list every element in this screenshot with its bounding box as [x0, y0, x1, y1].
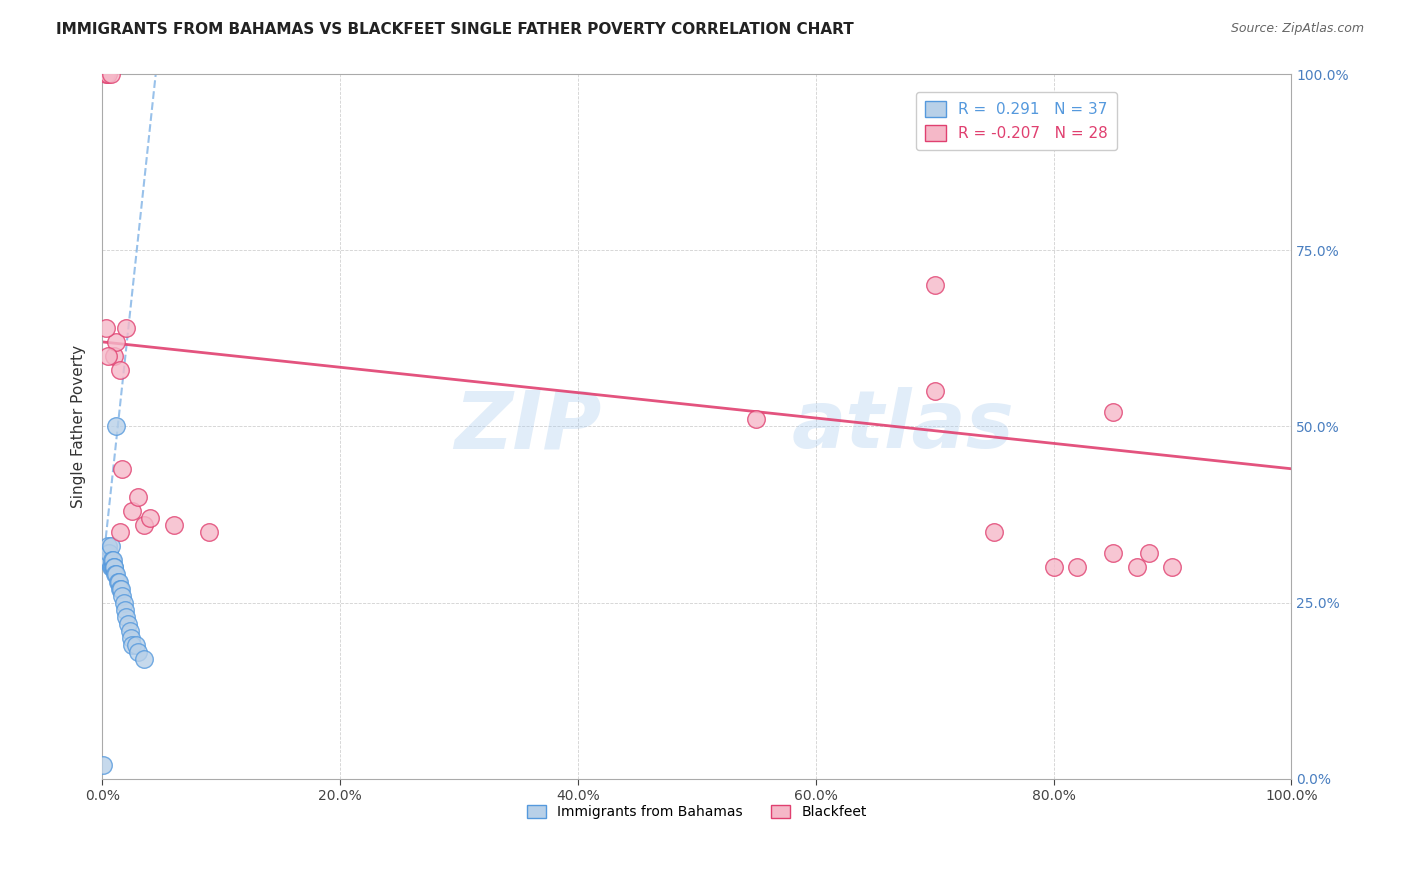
Text: IMMIGRANTS FROM BAHAMAS VS BLACKFEET SINGLE FATHER POVERTY CORRELATION CHART: IMMIGRANTS FROM BAHAMAS VS BLACKFEET SIN…	[56, 22, 853, 37]
Point	[108, 574, 131, 589]
Point	[97, 553, 120, 567]
Point	[103, 560, 125, 574]
Point	[93, 546, 115, 560]
Point	[1102, 405, 1125, 419]
Point	[983, 525, 1005, 540]
Point	[924, 384, 946, 399]
Point	[93, 757, 115, 772]
Point	[127, 490, 149, 504]
Point	[139, 511, 162, 525]
Point	[121, 504, 143, 518]
Point	[162, 518, 184, 533]
Point	[127, 645, 149, 659]
Point	[94, 546, 117, 560]
Point	[1125, 560, 1147, 574]
Point	[100, 560, 122, 574]
Point	[96, 553, 118, 567]
Point	[117, 616, 139, 631]
Point	[112, 596, 135, 610]
Point	[1042, 560, 1064, 574]
Point	[107, 574, 129, 589]
Point	[111, 589, 134, 603]
Point	[1102, 546, 1125, 560]
Point	[93, 553, 115, 567]
Point	[745, 412, 768, 426]
Point	[100, 560, 122, 574]
Point	[98, 553, 121, 567]
Point	[100, 539, 122, 553]
Point	[105, 334, 128, 349]
Point	[120, 631, 142, 645]
Point	[103, 349, 125, 363]
Point	[94, 320, 117, 334]
Legend: Immigrants from Bahamas, Blackfeet: Immigrants from Bahamas, Blackfeet	[522, 800, 872, 825]
Point	[97, 349, 120, 363]
Point	[100, 67, 122, 81]
Point	[1161, 560, 1184, 574]
Point	[103, 560, 125, 574]
Point	[924, 278, 946, 293]
Point	[100, 553, 122, 567]
Point	[1137, 546, 1160, 560]
Point	[105, 419, 128, 434]
Point	[108, 525, 131, 540]
Point	[198, 525, 221, 540]
Point	[121, 638, 143, 652]
Point	[124, 638, 146, 652]
Point	[105, 567, 128, 582]
Point	[1066, 560, 1088, 574]
Point	[132, 652, 155, 666]
Point	[108, 582, 131, 596]
Point	[97, 539, 120, 553]
Point	[101, 553, 124, 567]
Point	[96, 546, 118, 560]
Point	[94, 67, 117, 81]
Point	[132, 518, 155, 533]
Point	[115, 609, 138, 624]
Point	[118, 624, 141, 638]
Point	[111, 462, 134, 476]
Point	[94, 553, 117, 567]
Point	[114, 603, 136, 617]
Point	[101, 560, 124, 574]
Point	[98, 546, 121, 560]
Point	[108, 363, 131, 377]
Point	[110, 582, 132, 596]
Point	[115, 320, 138, 334]
Text: Source: ZipAtlas.com: Source: ZipAtlas.com	[1230, 22, 1364, 36]
Point	[97, 67, 120, 81]
Y-axis label: Single Father Poverty: Single Father Poverty	[72, 345, 86, 508]
Text: atlas: atlas	[792, 387, 1015, 466]
Point	[104, 567, 127, 582]
Text: ZIP: ZIP	[454, 387, 602, 466]
